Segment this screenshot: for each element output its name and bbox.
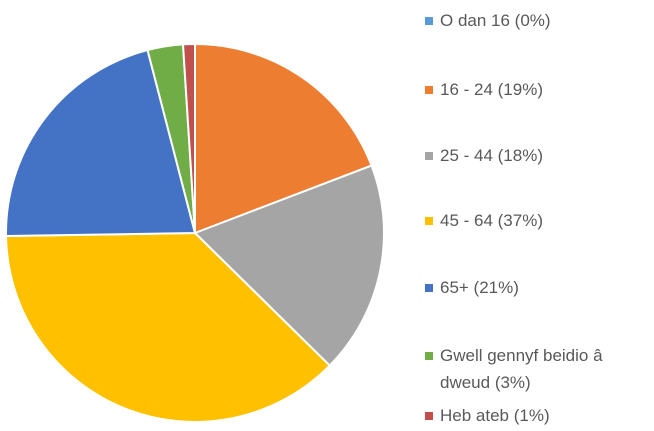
pie-slice [194,42,373,235]
pie-slice [181,42,196,234]
legend-swatch [425,283,433,292]
legend-item: O dan 16 (0%) [425,7,650,34]
legend-item: Gwell gennyf beidio â dweud (3%) [425,342,650,396]
legend-item: Heb ateb (1%) [425,402,650,429]
legend-swatch [425,351,433,360]
legend-swatch [425,85,433,94]
pie-slice [5,48,197,238]
legend-swatch [425,16,433,25]
legend-label: Gwell gennyf beidio â dweud (3%) [440,345,603,392]
legend-label: Heb ateb (1%) [440,405,550,425]
legend-swatch [425,216,433,225]
pie-slice [193,164,385,367]
legend-swatch [425,151,433,160]
legend-label: 25 - 44 (18%) [440,145,543,165]
legend-label: O dan 16 (0%) [440,10,551,30]
legend-label: 45 - 64 (37%) [440,210,543,230]
legend-swatch [425,411,433,420]
legend-item: 25 - 44 (18%) [425,142,650,169]
pie-slice [5,231,332,423]
legend-label: 65+ (21%) [440,277,519,297]
legend-label: 16 - 24 (19%) [440,79,543,99]
legend-item: 45 - 64 (37%) [425,207,650,234]
legend-item: 65+ (21%) [425,274,650,301]
legend-item: 16 - 24 (19%) [425,76,650,103]
